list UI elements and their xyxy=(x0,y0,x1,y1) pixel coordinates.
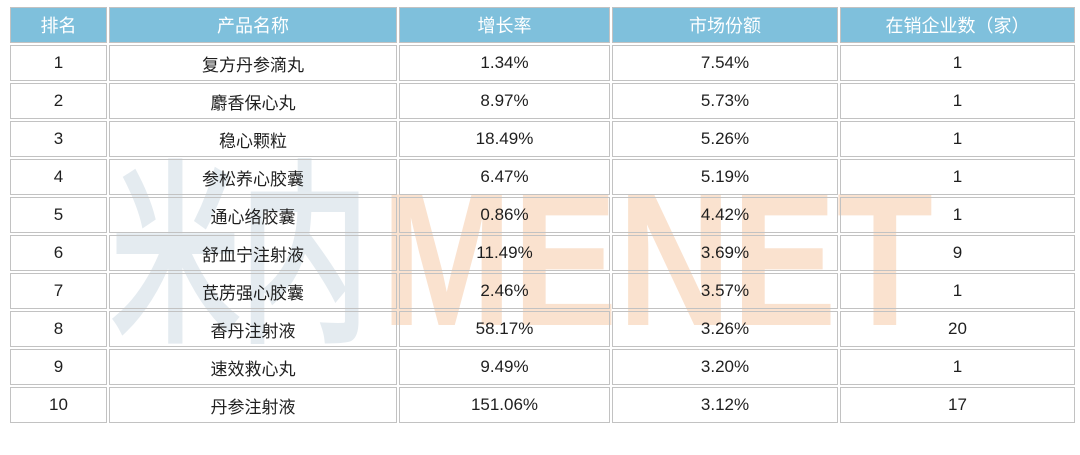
table-row: 8 香丹注射液 58.17% 3.26% 20 xyxy=(10,311,1075,347)
rank-cell: 1 xyxy=(10,45,107,81)
product-name-cell: 复方丹参滴丸 xyxy=(109,45,397,81)
table-row: 10 丹参注射液 151.06% 3.12% 17 xyxy=(10,387,1075,423)
market-share-cell: 3.20% xyxy=(612,349,838,385)
growth-rate-cell: 9.49% xyxy=(399,349,610,385)
rank-cell: 2 xyxy=(10,83,107,119)
table-row: 3 稳心颗粒 18.49% 5.26% 1 xyxy=(10,121,1075,157)
company-count-cell: 1 xyxy=(840,349,1075,385)
rank-cell: 5 xyxy=(10,197,107,233)
company-count-cell: 1 xyxy=(840,83,1075,119)
column-header-company-count: 在销企业数（家） xyxy=(840,7,1075,43)
product-name-cell: 丹参注射液 xyxy=(109,387,397,423)
company-count-cell: 1 xyxy=(840,273,1075,309)
growth-rate-cell: 18.49% xyxy=(399,121,610,157)
company-count-cell: 1 xyxy=(840,159,1075,195)
product-name-cell: 通心络胶囊 xyxy=(109,197,397,233)
product-name-cell: 舒血宁注射液 xyxy=(109,235,397,271)
market-share-cell: 3.26% xyxy=(612,311,838,347)
product-ranking-table: 排名 产品名称 增长率 市场份额 在销企业数（家） 1 复方丹参滴丸 1.34% 7.54% 1… xyxy=(8,5,1077,425)
table-row: 9 速效救心丸 9.49% 3.20% 1 xyxy=(10,349,1075,385)
column-header-market-share: 市场份额 xyxy=(612,7,838,43)
growth-rate-cell: 58.17% xyxy=(399,311,610,347)
market-share-cell: 3.57% xyxy=(612,273,838,309)
market-share-cell: 7.54% xyxy=(612,45,838,81)
table-row: 2 麝香保心丸 8.97% 5.73% 1 xyxy=(10,83,1075,119)
product-name-cell: 芪苈强心胶囊 xyxy=(109,273,397,309)
rank-cell: 4 xyxy=(10,159,107,195)
market-share-cell: 3.12% xyxy=(612,387,838,423)
company-count-cell: 9 xyxy=(840,235,1075,271)
rank-cell: 3 xyxy=(10,121,107,157)
column-header-rank: 排名 xyxy=(10,7,107,43)
product-name-cell: 速效救心丸 xyxy=(109,349,397,385)
rank-cell: 6 xyxy=(10,235,107,271)
growth-rate-cell: 2.46% xyxy=(399,273,610,309)
header-row: 排名 产品名称 增长率 市场份额 在销企业数（家） xyxy=(10,7,1075,43)
table-row: 7 芪苈强心胶囊 2.46% 3.57% 1 xyxy=(10,273,1075,309)
growth-rate-cell: 151.06% xyxy=(399,387,610,423)
market-share-cell: 5.19% xyxy=(612,159,838,195)
table-body: 1 复方丹参滴丸 1.34% 7.54% 1 2 麝香保心丸 8.97% 5.73% 1 3 稳心颗粒… xyxy=(10,45,1075,423)
rank-cell: 9 xyxy=(10,349,107,385)
market-share-cell: 5.26% xyxy=(612,121,838,157)
rank-cell: 7 xyxy=(10,273,107,309)
market-share-cell: 5.73% xyxy=(612,83,838,119)
growth-rate-cell: 11.49% xyxy=(399,235,610,271)
table-row: 6 舒血宁注射液 11.49% 3.69% 9 xyxy=(10,235,1075,271)
product-name-cell: 麝香保心丸 xyxy=(109,83,397,119)
market-share-cell: 4.42% xyxy=(612,197,838,233)
company-count-cell: 1 xyxy=(840,45,1075,81)
growth-rate-cell: 0.86% xyxy=(399,197,610,233)
company-count-cell: 17 xyxy=(840,387,1075,423)
growth-rate-cell: 8.97% xyxy=(399,83,610,119)
product-name-cell: 参松养心胶囊 xyxy=(109,159,397,195)
rank-cell: 8 xyxy=(10,311,107,347)
table-row: 5 通心络胶囊 0.86% 4.42% 1 xyxy=(10,197,1075,233)
company-count-cell: 20 xyxy=(840,311,1075,347)
column-header-product-name: 产品名称 xyxy=(109,7,397,43)
column-header-growth-rate: 增长率 xyxy=(399,7,610,43)
table-row: 4 参松养心胶囊 6.47% 5.19% 1 xyxy=(10,159,1075,195)
market-share-cell: 3.69% xyxy=(612,235,838,271)
company-count-cell: 1 xyxy=(840,121,1075,157)
company-count-cell: 1 xyxy=(840,197,1075,233)
product-name-cell: 稳心颗粒 xyxy=(109,121,397,157)
rank-cell: 10 xyxy=(10,387,107,423)
table-row: 1 复方丹参滴丸 1.34% 7.54% 1 xyxy=(10,45,1075,81)
product-name-cell: 香丹注射液 xyxy=(109,311,397,347)
growth-rate-cell: 1.34% xyxy=(399,45,610,81)
growth-rate-cell: 6.47% xyxy=(399,159,610,195)
